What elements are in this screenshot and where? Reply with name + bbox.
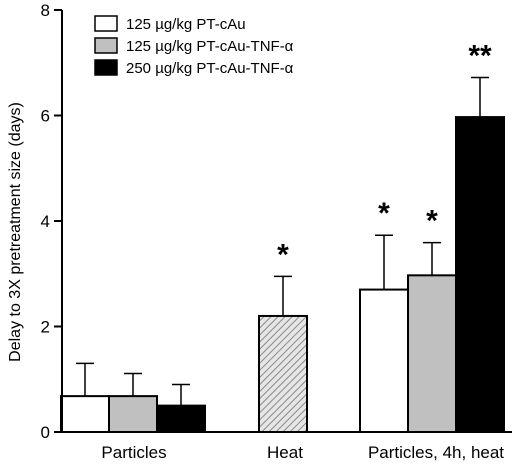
x-category-label: Heat xyxy=(267,443,303,462)
legend-label: 125 µg/kg PT-cAu xyxy=(126,16,246,33)
bar xyxy=(60,395,110,434)
y-tick-label: 8 xyxy=(41,1,50,20)
plot-area: ** *** xyxy=(60,40,505,434)
legend-swatch xyxy=(94,59,118,76)
legend-swatch xyxy=(94,15,118,32)
y-axis-title: Delay to 3X pretreatment size (days) xyxy=(7,102,24,362)
bar xyxy=(407,274,457,433)
significance-marker: * xyxy=(378,197,390,230)
y-tick-label: 6 xyxy=(41,107,50,126)
legend-label: 250 µg/kg PT-cAu-TNF-α xyxy=(126,60,294,77)
significance-marker: * xyxy=(426,205,438,238)
significance-marker: ** xyxy=(468,40,492,73)
significance-marker: * xyxy=(277,238,289,271)
bar xyxy=(455,116,505,434)
legend-swatch xyxy=(94,37,118,54)
bar xyxy=(359,288,409,434)
bar xyxy=(156,404,206,433)
y-tick-label: 2 xyxy=(41,318,50,337)
x-category-label: Particles xyxy=(101,443,166,462)
axes: Particles Heat Particles, 4h, heat 0 2 4 6 8 xyxy=(41,1,512,462)
x-category-label: Particles, 4h, heat xyxy=(368,443,504,462)
y-tick-label: 4 xyxy=(41,212,50,231)
legend: 125 µg/kg PT-cAu 125 µg/kg PT-cAu-TNF-α 25… xyxy=(94,15,294,77)
bar xyxy=(258,314,308,434)
bar xyxy=(108,395,158,434)
legend-label: 125 µg/kg PT-cAu-TNF-α xyxy=(126,38,294,55)
y-tick-label: 0 xyxy=(41,423,50,442)
